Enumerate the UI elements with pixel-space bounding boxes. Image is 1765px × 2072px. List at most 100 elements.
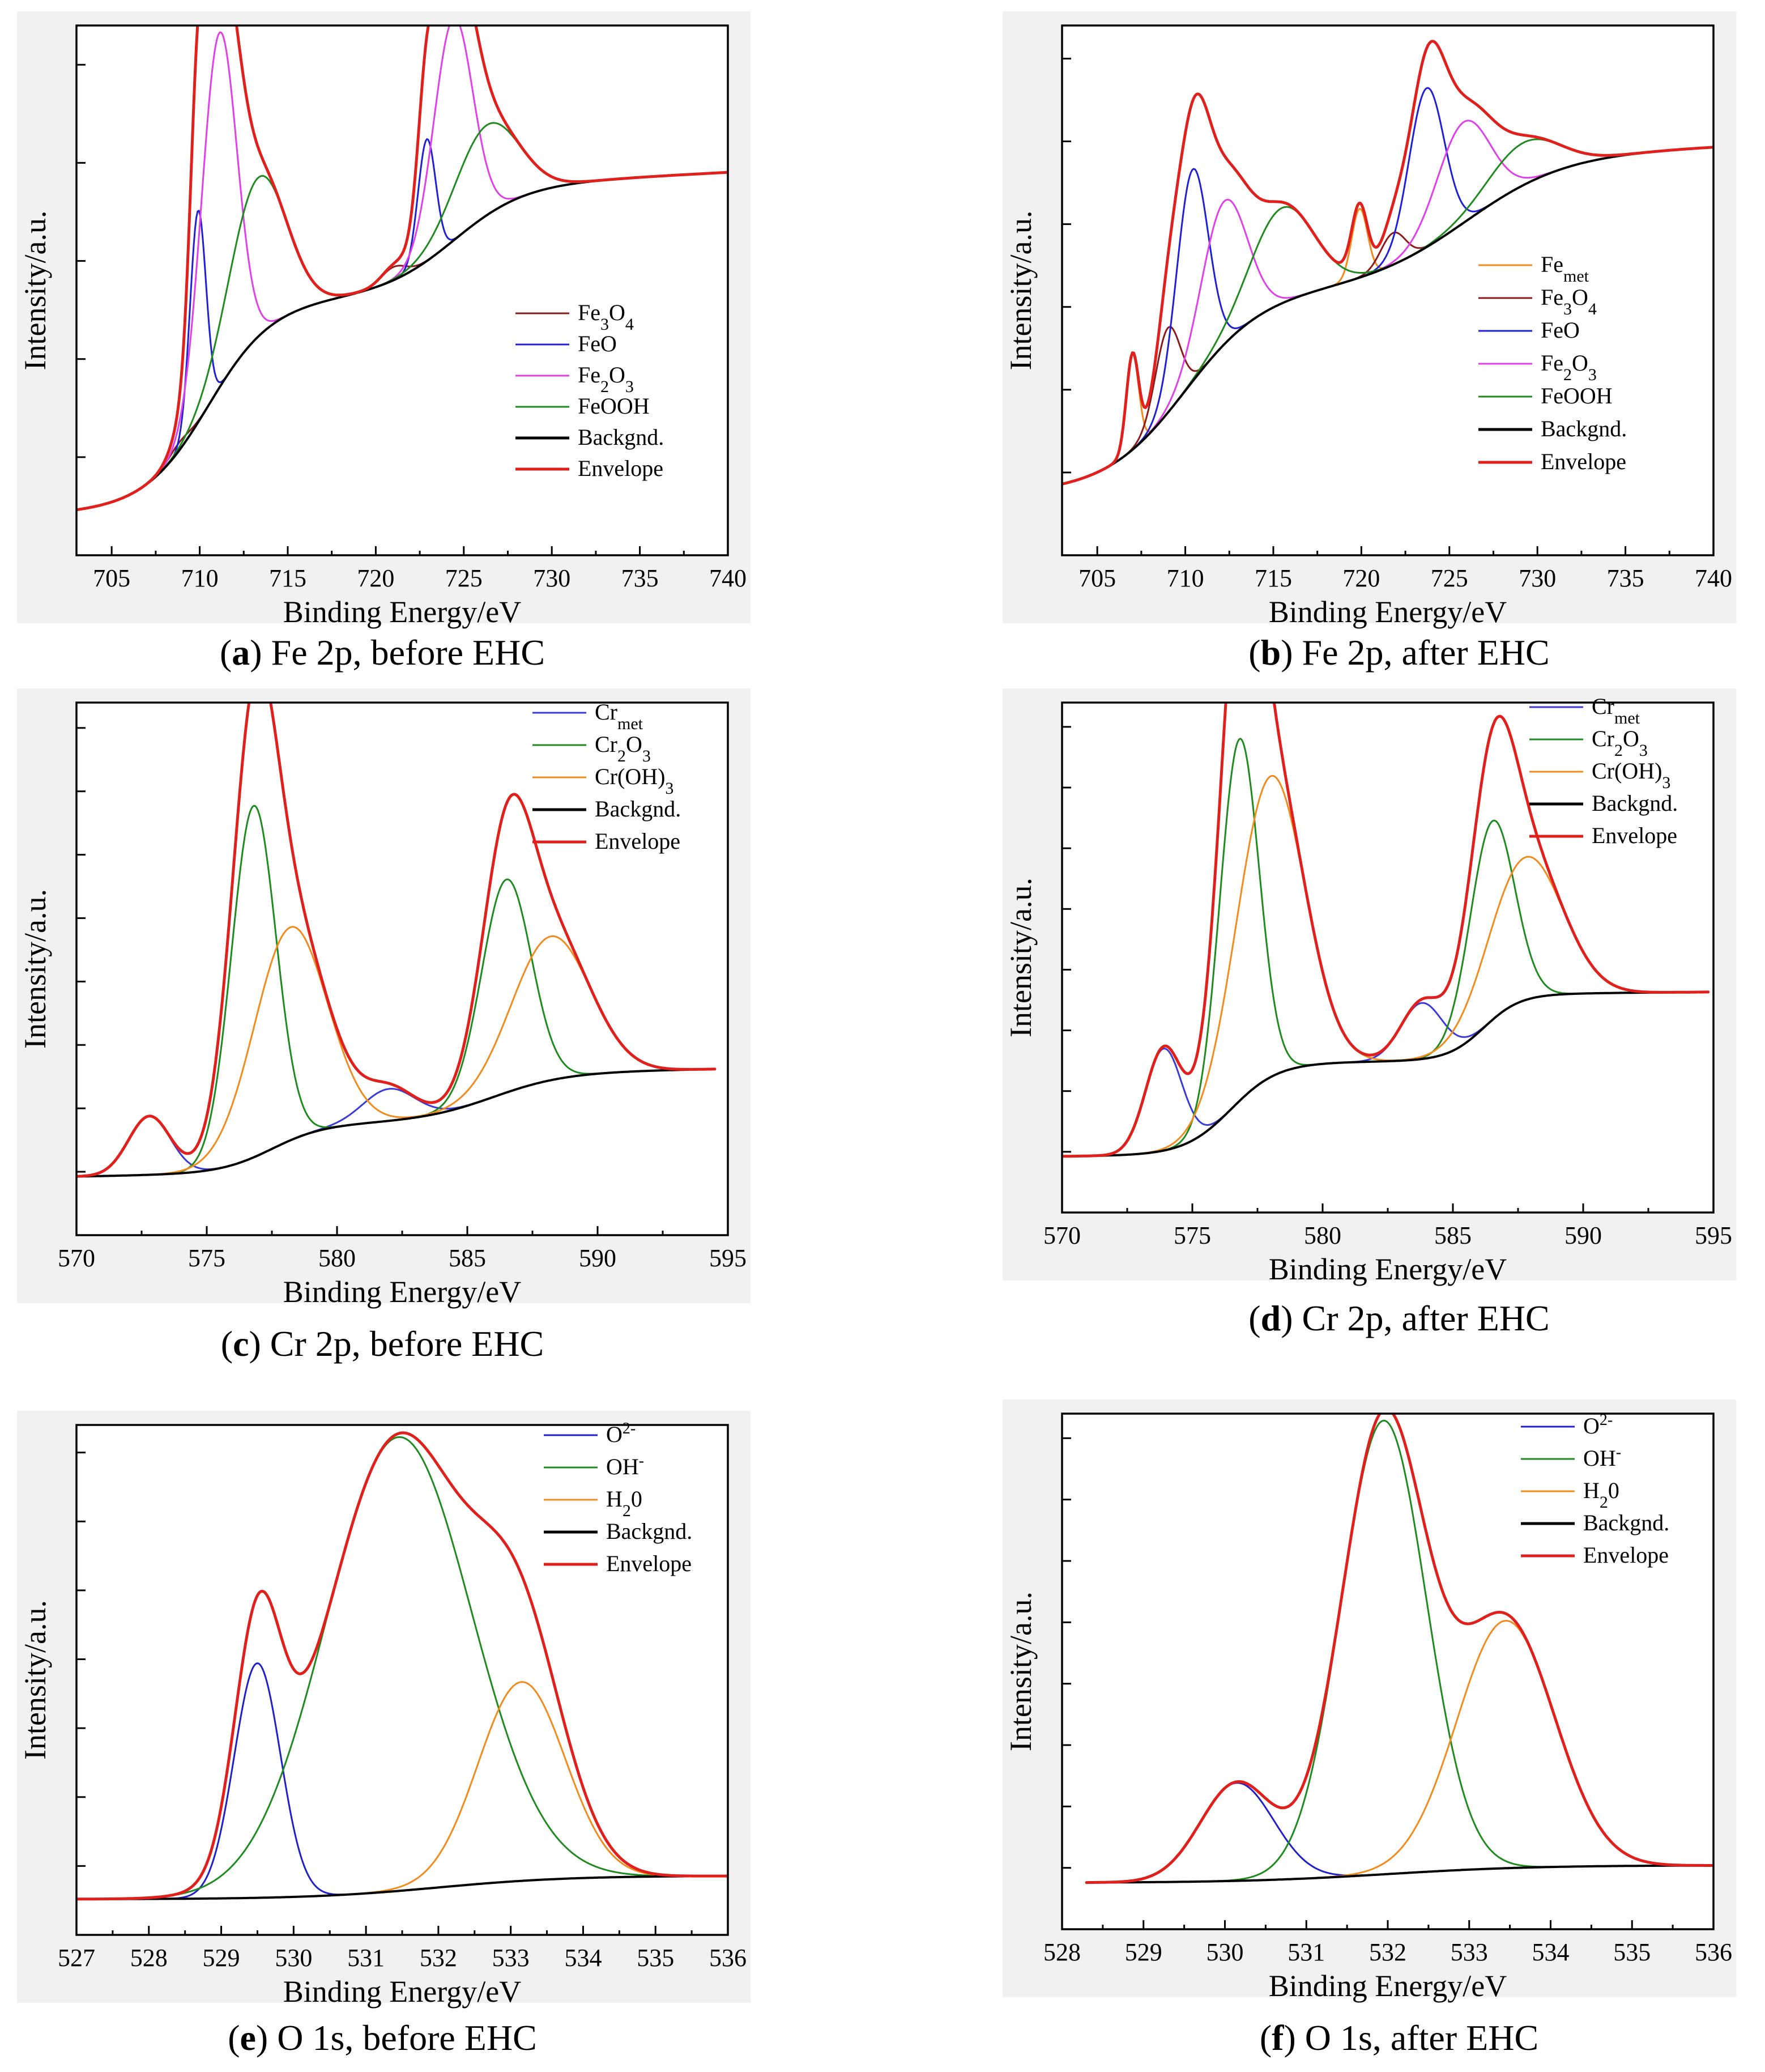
x-tick-label: 570 [1043, 1222, 1081, 1249]
plot-area [76, 1425, 728, 1935]
legend-label-envelope: Envelope [1583, 1542, 1669, 1568]
x-tick-label: 710 [181, 564, 219, 592]
series-envelope [76, 703, 717, 1178]
series-backgnd [1085, 1864, 1713, 1884]
curves [1062, 40, 1713, 486]
legend-label-cr2o3: Cr2O3 [1592, 726, 1648, 760]
x-tick-label: 530 [275, 1944, 312, 1972]
x-tick-label: 531 [347, 1944, 385, 1972]
legend-label-cr2o3: Cr2O3 [595, 731, 651, 765]
x-tick-label: 527 [58, 1944, 95, 1972]
x-tick-label: 580 [1304, 1222, 1341, 1249]
x-tick-label: 528 [130, 1944, 168, 1972]
legend-label-fe2o3: Fe2O3 [578, 362, 634, 396]
y-axis-label: Intensity/a.u. [18, 1600, 52, 1760]
legend-label-femet: Femet [1541, 252, 1589, 286]
plot-frame [75, 701, 729, 1236]
legend-label-backgnd: Backgnd. [1541, 416, 1627, 441]
legend-label-feooh: FeOOH [1541, 383, 1613, 409]
caption-f: (f) O 1s, after EHC [1259, 2018, 1539, 2058]
legend-label-backgnd: Backgnd. [578, 424, 664, 450]
x-tick-label: 585 [1434, 1222, 1472, 1249]
curves [76, 1431, 728, 1901]
x-tick-label: 533 [1451, 1938, 1488, 1966]
legend-label-h20: H20 [1583, 1478, 1619, 1512]
chart-fe2p-before-ehc: 705 710 715 720 725 730 735 740 Binding Energy/e… [17, 11, 751, 629]
chart-svg: 570 575 580 585 590 595 Binding Energy/eV Inten… [17, 688, 751, 1309]
series-envelope [1062, 703, 1710, 1158]
x-tick-label: 575 [188, 1244, 225, 1272]
legend-label-envelope: Envelope [1541, 449, 1626, 474]
legend-label-feo: FeO [1541, 317, 1580, 343]
plot-area [1062, 25, 1713, 555]
chart-svg: 528 529 530 531 532 533 534 535 536 Binding Energ… [1003, 1399, 1736, 2003]
x-tick-label: 534 [1532, 1938, 1570, 1966]
x-tick-label: 528 [1043, 1938, 1081, 1966]
curves [76, 25, 728, 512]
x-tick-label: 570 [58, 1244, 95, 1272]
plot-frame [1061, 1412, 1715, 1930]
x-tick-label: 590 [579, 1244, 616, 1272]
x-tick-label: 580 [318, 1244, 356, 1272]
series-envelope [76, 25, 728, 512]
x-tick-label: 705 [93, 564, 130, 592]
chart-o1s-after-ehc: 528 529 530 531 532 533 534 535 536 Binding Energ… [1003, 1399, 1736, 2011]
legend-label-envelope: Envelope [595, 828, 680, 854]
x-tick-label: 585 [449, 1244, 486, 1272]
series-backgnd [76, 1875, 728, 1900]
series-oh [76, 1436, 728, 1900]
x-axis-label: Binding Energy/eV [283, 1275, 521, 1309]
legend-label-fe3o4: Fe3O4 [578, 300, 634, 334]
chart-svg: 527 528 529 530 531 532 533 534 535 536 Binding En… [17, 1411, 751, 2009]
series-backgnd [1062, 990, 1709, 1158]
curves [1062, 703, 1710, 1158]
legend-label-fe3o4: Fe3O4 [1541, 284, 1597, 318]
caption-d: (d) Cr 2p, after EHC [1248, 1298, 1550, 1338]
x-tick-label: 710 [1167, 564, 1204, 592]
x-tick-label: 715 [1255, 564, 1292, 592]
x-tick-label: 720 [1342, 564, 1380, 592]
legend-label-envelope: Envelope [1592, 823, 1677, 848]
x-axis-label: Binding Energy/eV [283, 1975, 521, 2009]
x-tick-label: 740 [1695, 564, 1732, 592]
legend-label-o2: O2- [606, 1420, 636, 1448]
caption-a: (a) Fe 2p, before EHC [219, 632, 545, 673]
x-tick-label: 740 [709, 564, 747, 592]
x-tick-label: 533 [492, 1944, 530, 1972]
legend-label-feooh: FeOOH [578, 393, 650, 419]
x-tick-label: 595 [1695, 1222, 1732, 1249]
x-tick-label: 720 [357, 564, 394, 592]
chart-svg: 570 575 580 585 590 595 Binding Energy/eV Inten… [1003, 688, 1736, 1286]
series-envelope [1062, 40, 1713, 486]
series-envelope [76, 1431, 728, 1901]
x-axis-label: Binding Energy/eV [1269, 1252, 1507, 1286]
chart-svg: 705 710 715 720 725 730 735 740 Binding Energy/e… [17, 11, 751, 629]
y-axis-label: Intensity/a.u. [1004, 211, 1038, 371]
x-axis-label: Binding Energy/eV [1269, 1969, 1507, 2003]
x-tick-label: 529 [203, 1944, 240, 1972]
legend-label-cr-oh-3: Cr(OH)3 [595, 764, 673, 798]
x-tick-label: 532 [1369, 1938, 1406, 1966]
x-tick-label: 530 [1206, 1938, 1244, 1966]
plot-area [1062, 1414, 1713, 1929]
x-tick-label: 534 [564, 1944, 602, 1972]
plot-frame [75, 24, 729, 556]
legend-label-oh: OH- [1583, 1444, 1621, 1471]
y-axis-label: Intensity/a.u. [1004, 1592, 1038, 1751]
plot-area [76, 703, 728, 1235]
plot-frame [1061, 24, 1715, 556]
x-tick-label: 705 [1078, 564, 1116, 592]
caption-b: (b) Fe 2p, after EHC [1248, 632, 1550, 673]
x-axis-label: Binding Energy/eV [1269, 595, 1507, 629]
x-tick-label: 735 [621, 564, 659, 592]
legend-label-envelope: Envelope [606, 1551, 692, 1576]
x-tick-label: 531 [1287, 1938, 1325, 1966]
series-envelope [1085, 1414, 1713, 1884]
chart-cr2p-before-ehc: 570 575 580 585 590 595 Binding Energy/eV Inten… [17, 688, 751, 1312]
legend-label-oh: OH- [606, 1452, 644, 1480]
legend-label-o2: O2- [1583, 1411, 1613, 1439]
